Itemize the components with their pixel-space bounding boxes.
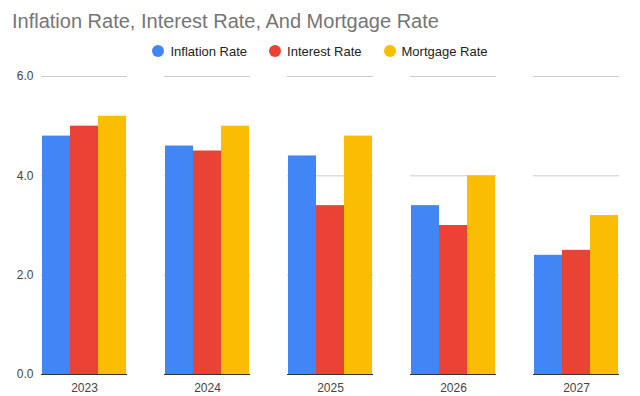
svg-text:2025: 2025 <box>317 381 344 395</box>
svg-text:2023: 2023 <box>71 381 98 395</box>
html-text:Inflation Rate, Interest Rate,: Inflation Rate, Interest Rate, And Mortg… <box>12 10 439 32</box>
svg-text:2027: 2027 <box>563 381 590 395</box>
svg-text:0.0: 0.0 <box>17 367 34 381</box>
svg-text:2026: 2026 <box>440 381 467 395</box>
svg-text:4.0: 4.0 <box>17 169 34 183</box>
html-text:Inflation Rate: Inflation Rate <box>170 43 248 59</box>
svg-text:6.0: 6.0 <box>17 69 34 83</box>
html-text:Mortgage Rate: Mortgage Rate <box>401 43 488 59</box>
svg-text:2.0: 2.0 <box>17 268 34 282</box>
html-text:Interest Rate: Interest Rate <box>287 43 362 59</box>
svg-text:2024: 2024 <box>194 381 221 395</box>
